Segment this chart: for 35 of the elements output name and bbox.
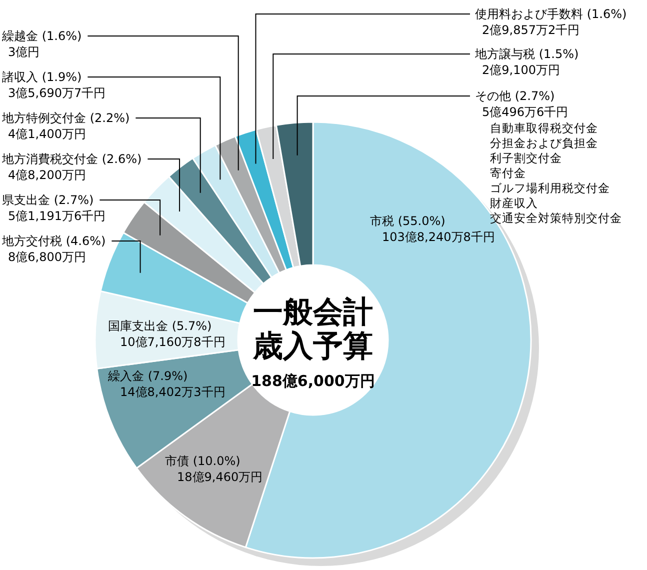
slice-label: 市税 (55.0%) [370, 214, 446, 228]
slice-label: 地方消費税交付金 (2.6%) [1, 152, 142, 166]
text: 4億8,200万円 [8, 168, 86, 182]
text: 3億5,690万7千円 [8, 86, 106, 100]
text: 利子割交付金 [490, 151, 562, 165]
text: 寄付金 [490, 166, 526, 180]
text: 8億6,800万円 [8, 250, 86, 264]
text: 自動車取得税交付金 [490, 121, 598, 135]
slice-label: 国庫支出金 (5.7%) [108, 319, 212, 333]
text: 分担金および負担金 [490, 136, 598, 150]
slice-label: 繰入金 (7.9%) [107, 369, 188, 383]
text: 2億9,857万2千円 [482, 23, 580, 37]
text: ゴルフ場利用税交付金 [490, 181, 610, 195]
text: 一般会計歳入予算 [252, 295, 373, 364]
slice-label: その他 (2.7%) [475, 89, 555, 103]
text: 10億7,160万8千円 [120, 335, 226, 349]
text: 3億円 [8, 45, 40, 59]
text: 103億8,240万8千円 [382, 230, 495, 244]
text: 188億6,000万円 [251, 372, 375, 390]
slice-label: 県支出金 (2.7%) [2, 193, 94, 207]
text: 財産収入 [490, 196, 538, 210]
text: 18億9,460万円 [177, 470, 263, 484]
slice-label: 諸収入 (1.9%) [2, 70, 82, 84]
text: 2億9,100万円 [482, 63, 560, 77]
text: 5億496万6千円 [482, 105, 568, 119]
text: 14億8,402万3千円 [120, 385, 226, 399]
text: 交通安全対策特別交付金 [490, 211, 622, 225]
slice-label: 繰越金 (1.6%) [1, 29, 82, 43]
slice-label: 地方交付税 (4.6%) [1, 234, 106, 248]
slice-label: 市債 (10.0%) [165, 454, 240, 468]
slice-label: 地方特例交付金 (2.2%) [1, 111, 130, 125]
slice-label: 地方譲与税 (1.5%) [474, 47, 579, 61]
text: 5億1,191万6千円 [8, 209, 106, 223]
slice-label: 使用料および手数料 (1.6%) [475, 7, 627, 21]
text: 4億1,400万円 [8, 127, 86, 141]
